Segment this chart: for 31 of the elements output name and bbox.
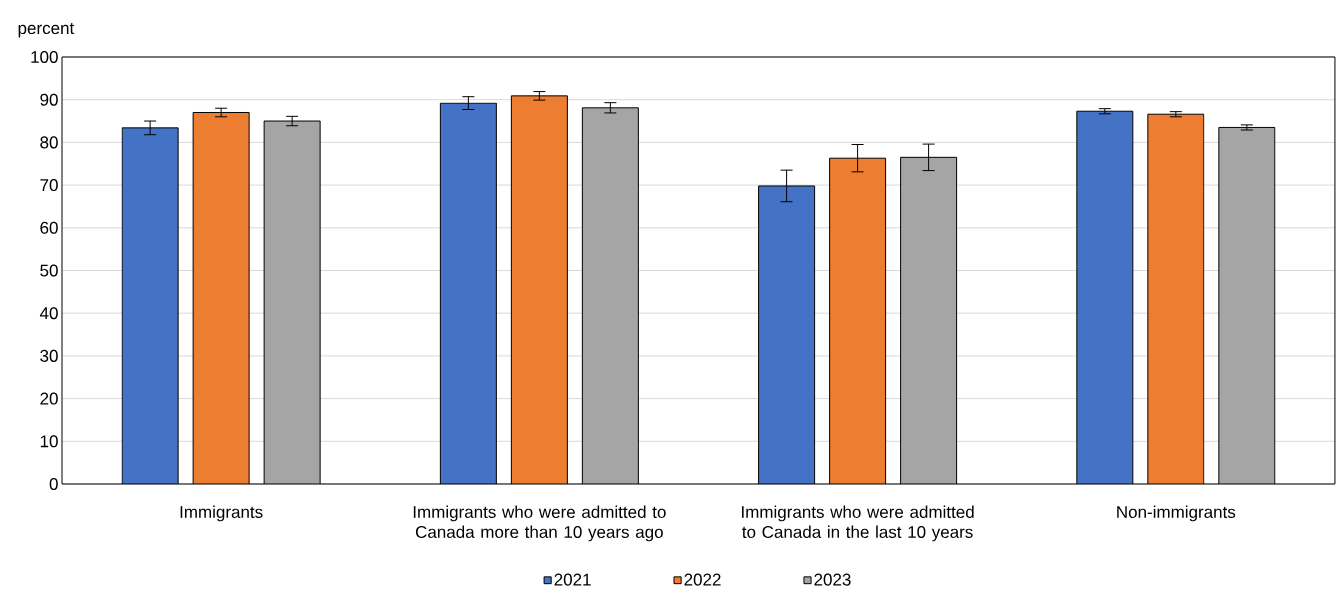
bar xyxy=(1218,126,1276,484)
bar xyxy=(581,107,639,484)
bar xyxy=(121,127,179,484)
y-tick-label: 50 xyxy=(40,264,58,277)
bar xyxy=(510,95,568,484)
y-tick-label: 90 xyxy=(40,93,58,106)
y-tick-label: 60 xyxy=(40,221,58,234)
bar xyxy=(1147,113,1205,484)
bar xyxy=(192,112,250,484)
bar xyxy=(900,156,958,484)
y-tick-label: 10 xyxy=(40,435,58,448)
x-tick-label: Immigrants xyxy=(180,505,263,522)
bar xyxy=(829,157,887,484)
x-tick-label: Immigrants who were admitted to Canada more than 10 years ago xyxy=(413,505,666,542)
bar xyxy=(263,120,321,484)
bar xyxy=(1076,110,1134,484)
y-axis-title: percent xyxy=(18,22,75,38)
y-tick-label: 40 xyxy=(39,307,58,320)
x-tick-label: Immigrants who were admitted to Canada in the last 10 years xyxy=(742,505,974,542)
legend-label: 2023 xyxy=(814,573,851,586)
legend-label: 2021 xyxy=(554,573,591,586)
bar xyxy=(758,185,816,484)
y-tick-label: 30 xyxy=(40,349,58,362)
y-tick-label: 100 xyxy=(31,50,58,64)
y-tick-label: 0 xyxy=(49,477,58,491)
bar xyxy=(439,102,497,484)
y-tick-label: 20 xyxy=(40,392,58,405)
legend-label: 2022 xyxy=(684,573,721,586)
y-tick-label: 70 xyxy=(40,179,58,192)
x-tick-label: Non-immigrants xyxy=(1117,505,1236,522)
y-tick-label: 80 xyxy=(40,136,58,149)
